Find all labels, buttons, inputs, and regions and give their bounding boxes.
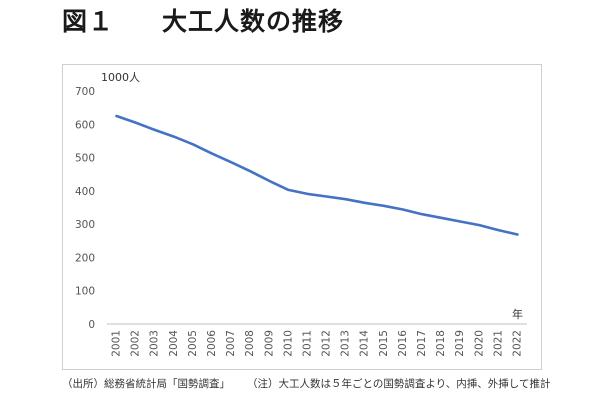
y-tick-label: 700 [75,86,95,98]
y-tick-label: 200 [75,252,95,264]
y-tick-label: 100 [75,286,95,298]
x-tick-label: 2008 [244,330,256,357]
x-tick-label: 2013 [340,330,352,357]
x-tick-label: 2005 [187,330,199,357]
y-axis-label: 1000人 [101,71,140,84]
x-tick-label: 2007 [225,330,237,357]
line-chart: 0 100 200 300 400 500 600 700 2001 2002 2003 2004 20… [75,71,527,357]
x-tick-label: 2003 [149,330,161,357]
x-tick-label: 2016 [397,330,409,357]
source-note: （出所）総務省統計局「国勢調査」 [62,378,230,390]
y-tick-label: 500 [75,153,95,165]
y-tick-label: 400 [75,186,95,198]
x-tick-label: 2015 [378,330,390,357]
x-tick-label: 2010 [282,330,294,357]
figure-title: 図１ 大工人数の推移 [62,2,344,42]
estimation-note: （注）大工人数は５年ごとの国勢調査より、内挿、外挿して推計 [247,378,551,390]
x-tick-label: 2018 [435,330,447,357]
x-tick-label: 2017 [416,330,428,357]
y-tick-label: 0 [88,319,95,331]
x-tick-label: 2006 [206,330,218,357]
x-tick-label: 2014 [359,330,371,357]
footnote: （出所）総務省統計局「国勢調査」 （注）大工人数は５年ごとの国勢調査より、内挿、… [62,376,592,391]
x-tick-label: 2009 [263,330,275,357]
x-axis-label: 年 [512,307,523,321]
chart-area: 0 100 200 300 400 500 600 700 2001 2002 2003 2004 20… [62,64,542,370]
x-tick-label: 2004 [168,330,180,357]
title-text: 大工人数の推移 [162,7,345,36]
x-tick-label: 2011 [301,330,313,357]
x-tick-label: 2019 [454,330,466,357]
x-tick-label: 2022 [511,330,523,357]
x-tick-label: 2021 [492,330,504,357]
figure-label: 図１ [62,7,115,36]
x-tick-label: 2001 [111,330,123,357]
x-tick-label: 2012 [321,330,333,357]
x-tick-label: 2020 [473,330,485,357]
y-tick-label: 600 [75,119,95,131]
series-line [115,114,519,236]
y-tick-label: 300 [75,219,95,231]
x-tick-label: 2002 [130,330,142,357]
